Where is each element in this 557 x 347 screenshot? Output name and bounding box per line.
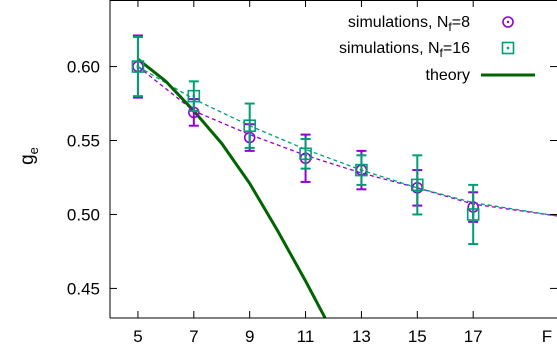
point-square-7	[187, 89, 201, 103]
y-tick-label-0.6: 0.60	[67, 58, 100, 77]
x-tick-label-13: 13	[352, 327, 371, 346]
point-square-11	[299, 147, 312, 161]
point-square-dot-7	[192, 94, 196, 98]
point-square-dot-17	[471, 213, 475, 216]
x-tick-label-5: 5	[133, 327, 142, 346]
legend-marker-square	[501, 41, 515, 55]
fit-line-2	[137, 65, 557, 217]
fit-line-1	[137, 66, 557, 217]
theory-line	[137, 57, 327, 318]
x-tick-label-7: 7	[189, 327, 198, 346]
legend-label-tail: =8	[452, 14, 470, 31]
point-square-17	[466, 208, 480, 221]
point-square-9	[243, 119, 256, 133]
x-axis-label: F	[542, 327, 552, 346]
legend-label-main: theory	[426, 67, 470, 84]
y-axis-label-main: g	[17, 154, 38, 165]
point-square-dot-11	[304, 152, 307, 156]
point-square-dot-9	[248, 124, 251, 127]
legend-label-main: simulations, N	[348, 14, 448, 31]
y-axis-label: ge	[17, 147, 41, 165]
legend-label-sub: f	[440, 46, 444, 60]
point-square-dot-13	[360, 168, 363, 172]
marks-layer	[131, 34, 557, 318]
x-tick-label-9: 9	[245, 327, 254, 346]
x-tick-label-15: 15	[408, 327, 427, 346]
x-tick-label-11: 11	[297, 327, 315, 346]
legend-label-2: simulations, Nf=16	[339, 40, 470, 60]
legend-marker-circle	[502, 16, 514, 28]
point-square-dot-5	[136, 65, 140, 68]
point-square-13	[355, 163, 368, 177]
legend-label-main: simulations, N	[339, 40, 439, 57]
point-square-5	[131, 60, 145, 73]
legend-label-3: theory	[426, 67, 470, 84]
legend-marker-circle-dot	[506, 20, 510, 24]
axes-layer: 5 7 9 11 13 15 17 F 0.45 0.50 0.55 0.60 ge	[17, 0, 557, 346]
y-tick-label-0.55: 0.55	[67, 132, 100, 151]
point-square-15	[411, 178, 424, 192]
legend-marker-square-dot	[506, 46, 510, 50]
legend-label-1: simulations, Nf=8	[348, 14, 470, 34]
y-tick-label-0.45: 0.45	[67, 279, 100, 298]
legend-label-sub: f	[448, 20, 452, 34]
point-square-dot-15	[416, 183, 419, 187]
x-tick-label-17: 17	[464, 327, 483, 346]
legend-label-tail: =16	[443, 40, 470, 57]
y-tick-label-0.5: 0.50	[67, 205, 100, 224]
y-axis-label-sub: e	[26, 147, 41, 154]
